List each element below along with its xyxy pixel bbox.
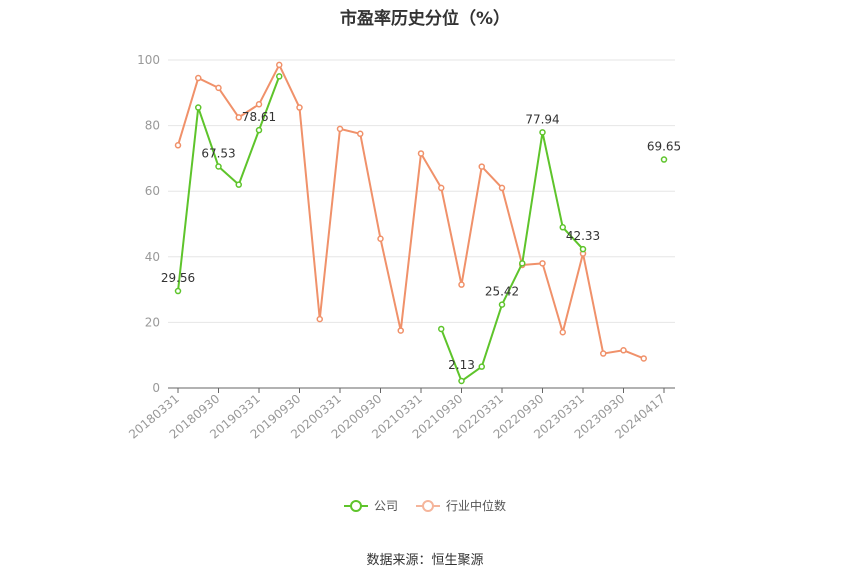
data-point bbox=[478, 363, 485, 370]
data-point bbox=[498, 184, 506, 192]
data-point bbox=[276, 73, 283, 80]
data-point bbox=[539, 260, 546, 267]
data-point bbox=[559, 224, 566, 231]
legend-item-industry[interactable]: 行业中位数 bbox=[416, 497, 506, 514]
data-point bbox=[276, 61, 283, 69]
data-point bbox=[600, 350, 607, 357]
data-label: 77.94 bbox=[525, 112, 559, 126]
data-point bbox=[316, 315, 323, 323]
data-point bbox=[539, 129, 546, 136]
series-industry bbox=[174, 61, 647, 362]
data-point bbox=[660, 156, 668, 163]
data-label: 78.61 bbox=[242, 110, 276, 124]
data-point bbox=[458, 377, 465, 385]
y-tick-label: 0 bbox=[152, 381, 160, 395]
legend: 公司 行业中位数 bbox=[0, 497, 850, 514]
data-point bbox=[377, 235, 384, 243]
data-point bbox=[255, 126, 263, 134]
data-label: 29.56 bbox=[161, 271, 195, 285]
legend-industry-label: 行业中位数 bbox=[446, 499, 507, 513]
data-label: 2.13 bbox=[448, 358, 475, 372]
y-tick-label: 100 bbox=[137, 53, 160, 67]
data-point bbox=[195, 104, 202, 111]
data-point bbox=[235, 181, 242, 188]
data-point bbox=[397, 327, 404, 334]
data-label: 25.42 bbox=[485, 285, 519, 299]
data-labels: 29.56 67.53 78.61 2.13 25.42 77.94 42.33 69.65 bbox=[161, 110, 681, 372]
y-tick-label: 80 bbox=[145, 119, 160, 133]
data-point bbox=[519, 260, 526, 267]
series-lines bbox=[174, 61, 668, 385]
legend-company-marker bbox=[343, 499, 368, 513]
data-label: 42.33 bbox=[566, 229, 600, 243]
data-label: 69.65 bbox=[647, 140, 681, 154]
legend-industry-marker bbox=[416, 499, 440, 513]
data-point bbox=[478, 163, 485, 170]
chart-title: 市盈率历史分位（%） bbox=[339, 9, 511, 29]
data-point bbox=[498, 301, 506, 308]
axes: 0204060801002018033120180930201903312019… bbox=[126, 53, 675, 442]
data-point bbox=[215, 163, 222, 170]
data-point bbox=[357, 130, 364, 138]
data-point bbox=[235, 114, 242, 121]
data-point bbox=[174, 142, 182, 149]
data-label: 67.53 bbox=[201, 147, 235, 161]
data-point bbox=[438, 325, 445, 333]
data-point bbox=[255, 101, 263, 108]
data-point bbox=[174, 287, 182, 295]
data-point bbox=[417, 150, 425, 157]
data-point bbox=[296, 104, 303, 111]
legend-company-label: 公司 bbox=[373, 499, 398, 513]
data-point bbox=[336, 125, 344, 133]
legend-item-company[interactable]: 公司 bbox=[343, 497, 398, 514]
data-point bbox=[640, 355, 647, 362]
y-tick-label: 20 bbox=[145, 315, 160, 329]
grid-lines bbox=[168, 59, 675, 323]
data-point bbox=[195, 74, 202, 82]
data-point bbox=[559, 328, 566, 336]
data-point bbox=[620, 347, 627, 354]
series-company bbox=[174, 73, 668, 385]
data-point bbox=[458, 281, 465, 288]
series-line bbox=[177, 63, 645, 360]
data-point bbox=[438, 184, 445, 192]
data-point bbox=[215, 84, 222, 92]
data-source-note: 数据来源：恒生聚源 bbox=[366, 553, 484, 568]
y-tick-label: 40 bbox=[145, 250, 160, 264]
y-tick-label: 60 bbox=[145, 184, 160, 198]
data-point bbox=[579, 245, 587, 253]
